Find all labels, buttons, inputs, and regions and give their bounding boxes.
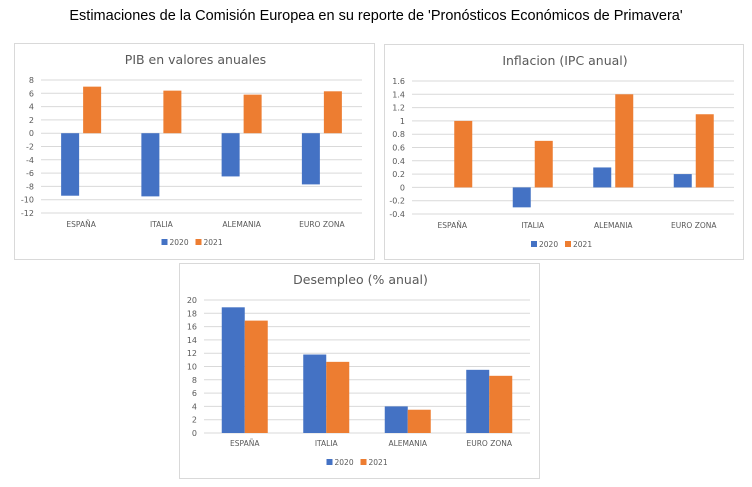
y-tick-label: 18: [187, 309, 197, 318]
legend-swatch-2020: [531, 241, 537, 247]
y-tick-label: 8: [29, 76, 34, 85]
y-tick-label: 0: [192, 429, 197, 438]
x-category-label: ESPAÑA: [66, 220, 96, 229]
bar-2020-alemania: [221, 133, 240, 177]
x-category-label: ESPAÑA: [230, 439, 260, 448]
chart-title: Desempleo (% anual): [293, 272, 428, 287]
y-tick-label: -0.2: [389, 197, 405, 206]
bar-2020-italia: [303, 354, 327, 433]
y-tick-label: 0: [400, 183, 405, 192]
bar-2020-espana: [61, 133, 80, 196]
y-tick-label: 0.8: [392, 130, 405, 139]
y-tick-label: 2: [192, 416, 197, 425]
y-tick-label: 8: [192, 376, 197, 385]
bar-2021-euro-zona: [489, 375, 513, 433]
y-tick-label: -10: [21, 196, 34, 205]
x-category-label: ALEMANIA: [388, 439, 427, 448]
y-tick-label: 1.6: [392, 77, 405, 86]
x-category-label: EURO ZONA: [466, 439, 512, 448]
bar-2020-euro-zona: [466, 369, 490, 433]
bar-2021-euro-zona: [695, 114, 714, 188]
x-category-label: ITALIA: [521, 221, 545, 230]
y-tick-label: -0.4: [389, 210, 405, 219]
x-category-label: EURO ZONA: [299, 220, 345, 229]
legend-swatch-2021: [360, 459, 367, 465]
chart-inflacion-svg: Inflacion (IPC anual) 1.6 1.4 1.2 1 0.8 0.6 0.4…: [389, 53, 734, 249]
bar-2021-alemania: [407, 409, 431, 433]
legend-label-2020: 2020: [335, 458, 354, 467]
bar-2020-euro-zona: [301, 133, 320, 185]
y-tick-label: -8: [26, 182, 34, 191]
legend-swatch-2021: [565, 241, 571, 247]
y-tick-label: 0.2: [392, 170, 405, 179]
bar-2021-alemania: [243, 94, 262, 134]
y-tick-label: -6: [26, 169, 34, 178]
y-tick-label: 6: [192, 389, 197, 398]
chart-title: Inflacion (IPC anual): [502, 53, 627, 68]
bar-2021-italia: [326, 361, 350, 433]
bar-2020-italia: [141, 133, 160, 197]
legend-label-2021: 2021: [369, 458, 388, 467]
legend-label-2020: 2020: [170, 238, 189, 247]
y-tick-label: 10: [187, 363, 197, 372]
y-tick-label: 1: [400, 117, 405, 126]
y-tick-label: 1.2: [392, 104, 405, 113]
y-tick-label: 4: [29, 103, 34, 112]
y-tick-label: 2: [29, 116, 34, 125]
x-category-label: EURO ZONA: [671, 221, 717, 230]
bar-2020-italia: [512, 187, 531, 208]
y-tick-label: 0.6: [392, 144, 405, 153]
bar-2020-alemania: [593, 167, 612, 188]
y-tick-label: 20: [187, 296, 197, 305]
x-category-label: ITALIA: [315, 439, 339, 448]
chart-pib: PIB en valores anuales 8 6 4 2 0 -2 -4 -6 -8 -10 -1…: [14, 43, 375, 260]
y-tick-label: -4: [26, 156, 34, 165]
bar-2021-espana: [83, 86, 102, 134]
bar-2021-italia: [534, 140, 553, 188]
y-tick-label: 0.4: [392, 157, 405, 166]
x-category-label: ITALIA: [150, 220, 174, 229]
bar-2021-euro-zona: [323, 91, 342, 134]
chart-desempleo-svg: Desempleo (% anual)20181614121086420ESPA…: [187, 272, 530, 467]
y-tick-label: -2: [26, 143, 34, 152]
x-category-label: ESPAÑA: [438, 221, 468, 230]
chart-desempleo: Desempleo (% anual) 20 18 16 14 12 10 8 6 4 2 0 ESPA…: [179, 263, 540, 479]
bar-2020-alemania: [384, 406, 408, 433]
legend-swatch-2021: [195, 239, 202, 245]
bar-2020-euro-zona: [673, 174, 692, 188]
bar-2021-espana: [454, 120, 473, 188]
y-tick-label: 4: [192, 402, 197, 411]
bar-2021-italia: [163, 90, 182, 134]
legend-swatch-2020: [161, 239, 168, 245]
y-tick-label: 16: [187, 323, 197, 332]
legend-swatch-2020: [326, 459, 333, 465]
legend-label-2021: 2021: [204, 238, 223, 247]
bar-2020-espana: [221, 307, 245, 433]
chart-title: PIB en valores anuales: [125, 52, 266, 67]
y-tick-label: 1.4: [392, 90, 405, 99]
page-title: Estimaciones de la Comisión Europea en s…: [69, 8, 683, 24]
y-tick-label: 6: [29, 89, 34, 98]
bar-2021-alemania: [615, 94, 634, 188]
bar-2021-espana: [244, 320, 268, 433]
y-tick-label: 14: [187, 336, 197, 345]
legend-label-2020: 2020: [539, 240, 558, 249]
chart-inflacion: Inflacion (IPC anual) 1.6 1.4 1.2 1 0.8 0.6 0.4…: [384, 44, 744, 260]
chart-pib-svg: PIB en valores anuales 8 6 4 2 0 -2 -4 -6 -8 -10 -1…: [21, 52, 362, 247]
legend-label-2021: 2021: [573, 240, 592, 249]
y-tick-label: -12: [21, 209, 34, 218]
y-tick-label: 12: [187, 349, 197, 358]
x-category-label: ALEMANIA: [594, 221, 633, 230]
x-category-label: ALEMANIA: [222, 220, 261, 229]
y-tick-label: 0: [29, 129, 34, 138]
